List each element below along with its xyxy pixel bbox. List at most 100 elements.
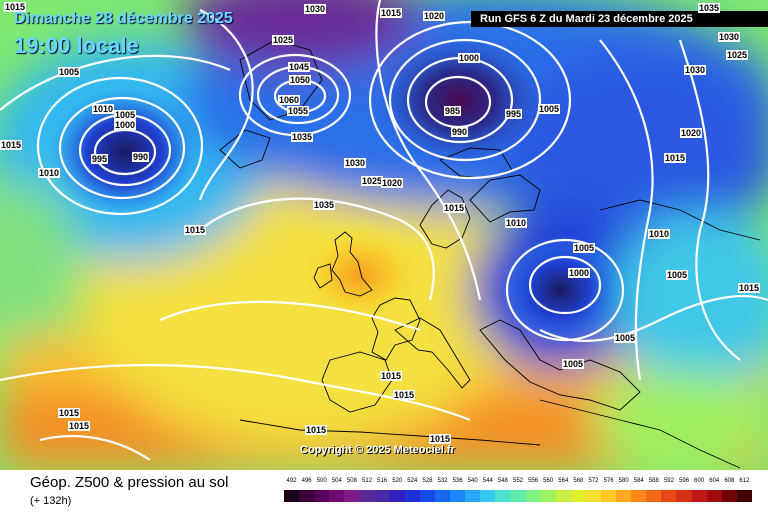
isobar-label: 1015 xyxy=(0,140,23,150)
scale-tick: 568 xyxy=(573,478,584,484)
scale-tick: 508 xyxy=(346,478,357,484)
scale-swatch xyxy=(359,490,375,502)
scale-tick: 528 xyxy=(422,478,433,484)
scale-swatch xyxy=(540,490,556,502)
scale-swatch xyxy=(555,490,571,502)
isobar-label: 1020 xyxy=(423,11,446,21)
isobar-label: 1015 xyxy=(305,425,328,435)
scale-swatch xyxy=(314,490,330,502)
scale-tick: 532 xyxy=(437,478,448,484)
scale-tick: 612 xyxy=(739,478,750,484)
weather-map: Dimanche 28 décembre 2025 19:00 locale R… xyxy=(0,0,768,470)
scale-swatch xyxy=(585,490,601,502)
isobar-label: 1005 xyxy=(58,67,81,77)
scale-tick: 608 xyxy=(724,478,735,484)
scale-swatch xyxy=(661,490,677,502)
isobar-label: 1015 xyxy=(4,2,27,12)
isobar-label: 1035 xyxy=(313,200,336,210)
scale-swatch xyxy=(570,490,586,502)
scale-tick: 564 xyxy=(558,478,569,484)
scale-tick: 492 xyxy=(286,478,297,484)
scale-swatch xyxy=(495,490,511,502)
isobar-label: 1015 xyxy=(443,203,466,213)
field-title: Géop. Z500 & pression au sol xyxy=(30,474,229,491)
scale-swatch xyxy=(691,490,707,502)
isobar-label: 1020 xyxy=(381,178,404,188)
scale-swatch xyxy=(631,490,647,502)
scale-tick: 580 xyxy=(618,478,629,484)
scale-tick: 596 xyxy=(679,478,690,484)
isobar-label: 1015 xyxy=(380,8,403,18)
isobar-label: 1025 xyxy=(726,50,749,60)
isobar-label: 1015 xyxy=(393,390,416,400)
isobar-label: 1015 xyxy=(738,283,761,293)
isobar-label: 1030 xyxy=(304,4,327,14)
scale-swatch xyxy=(736,490,752,502)
scale-tick: 512 xyxy=(362,478,373,484)
isobar-label: 1010 xyxy=(92,104,115,114)
isobar-label: 1010 xyxy=(38,168,61,178)
scale-tick: 548 xyxy=(497,478,508,484)
isobar-label: 995 xyxy=(505,109,523,119)
scale-swatch xyxy=(374,490,390,502)
forecast-offset: (+ 132h) xyxy=(30,495,72,507)
scale-tick: 592 xyxy=(663,478,674,484)
isobar-label: 995 xyxy=(91,154,109,164)
scale-swatch xyxy=(465,490,481,502)
isobar-label: 1035 xyxy=(698,3,721,13)
scale-swatch xyxy=(646,490,662,502)
scale-tick: 516 xyxy=(377,478,388,484)
scale-swatch xyxy=(450,490,466,502)
isobar-label: 1020 xyxy=(680,128,703,138)
scale-tick: 584 xyxy=(633,478,644,484)
map-footer: Géop. Z500 & pression au sol (+ 132h) 49… xyxy=(0,470,768,512)
forecast-time: 19:00 locale xyxy=(14,33,139,58)
scale-tick: 536 xyxy=(452,478,463,484)
color-scale xyxy=(284,490,752,502)
isobar-label: 1030 xyxy=(718,32,741,42)
scale-swatch xyxy=(284,490,300,502)
scale-tick: 504 xyxy=(331,478,342,484)
copyright: Copyright © 2025 Meteociel.fr xyxy=(300,444,455,456)
isobar-label: 1015 xyxy=(68,421,91,431)
scale-swatch xyxy=(721,490,737,502)
isobar-label: 1015 xyxy=(184,225,207,235)
isobar-label: 1015 xyxy=(429,434,452,444)
scale-tick: 604 xyxy=(709,478,720,484)
scale-tick: 556 xyxy=(528,478,539,484)
isobar-label: 1035 xyxy=(291,132,314,142)
isobar-label: 1005 xyxy=(666,270,689,280)
scale-tick: 560 xyxy=(543,478,554,484)
isobar-label: 1015 xyxy=(380,371,403,381)
scale-swatch xyxy=(434,490,451,502)
scale-swatch xyxy=(329,490,345,502)
scale-swatch xyxy=(616,490,632,502)
isobar-label: 1010 xyxy=(648,229,671,239)
scale-tick: 576 xyxy=(603,478,614,484)
scale-tick: 500 xyxy=(316,478,327,484)
isobar-label: 1005 xyxy=(573,243,596,253)
isobar-label: 1000 xyxy=(114,120,137,130)
isobar-label: 1055 xyxy=(287,106,310,116)
forecast-date: Dimanche 28 décembre 2025 xyxy=(14,10,233,27)
scale-tick: 496 xyxy=(301,478,312,484)
scale-tick: 572 xyxy=(588,478,599,484)
scale-swatch xyxy=(706,490,722,502)
isobar-label: 1015 xyxy=(664,153,687,163)
scale-tick: 544 xyxy=(482,478,493,484)
scale-tick: 520 xyxy=(392,478,403,484)
scale-swatch xyxy=(510,490,526,502)
isobar-label: 1000 xyxy=(458,53,481,63)
scale-tick: 552 xyxy=(512,478,523,484)
isobar-label: 1030 xyxy=(684,65,707,75)
scale-swatch xyxy=(676,490,692,502)
isobar-label: 1060 xyxy=(278,95,301,105)
isobar-label: 1005 xyxy=(114,110,137,120)
scale-swatch xyxy=(404,490,420,502)
isobar-label: 1005 xyxy=(562,359,585,369)
scale-tick: 600 xyxy=(694,478,705,484)
scale-swatch xyxy=(419,490,435,502)
scale-swatch xyxy=(600,490,617,502)
isobar-label: 1030 xyxy=(344,158,367,168)
isobar-label: 1000 xyxy=(568,268,591,278)
